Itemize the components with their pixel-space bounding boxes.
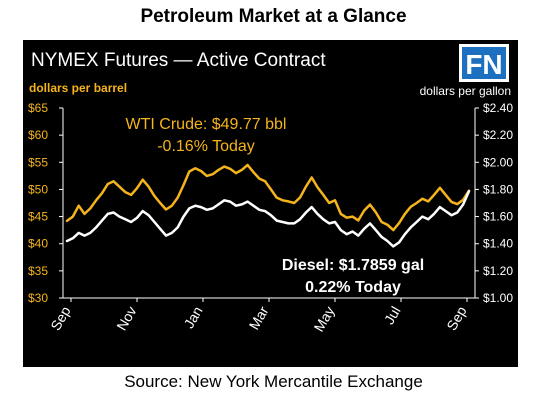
left-tick-label: $50: [28, 182, 48, 196]
left-axis-unit-label: dollars per barrel: [29, 81, 127, 95]
diesel-annotation-line2: 0.22% Today: [305, 279, 401, 296]
right-tick-label: $2.00: [483, 155, 513, 169]
right-tick-label: $1.60: [483, 210, 513, 224]
page-title: Petroleum Market at a Glance: [140, 6, 407, 27]
chart-panel: NYMEX Futures — Active Contract FN dolla…: [23, 40, 518, 367]
right-tick-label: $1.80: [483, 182, 513, 196]
right-tick-label: $2.20: [483, 128, 513, 142]
left-tick-label: $35: [28, 264, 48, 278]
diesel-series-line: [65, 190, 471, 248]
right-axis-unit-label: dollars per gallon: [420, 84, 511, 98]
left-tick-label: $30: [28, 291, 48, 305]
x-tick-label: Jul: [381, 304, 404, 328]
right-axis-ticks: $1.00 $1.20 $1.40 $1.60 $1.80 $2.00 $2.20 $2.40: [475, 101, 513, 305]
wti-crude-series-line: [65, 163, 471, 232]
left-tick-label: $55: [28, 155, 48, 169]
chart-background: [23, 40, 518, 367]
left-tick-label: $45: [28, 210, 48, 224]
right-tick-label: $1.00: [483, 291, 513, 305]
chart-title: NYMEX Futures — Active Contract: [31, 50, 326, 71]
diesel-annotation-line1: Diesel: $1.7859 gal: [282, 257, 424, 274]
left-tick-label: $40: [28, 237, 48, 251]
left-tick-label: $65: [28, 101, 48, 115]
fn-logo-text: FN: [465, 49, 502, 80]
left-tick-label: $60: [28, 128, 48, 142]
crude-annotation-line2: -0.16% Today: [157, 138, 255, 155]
fn-logo: FN: [459, 44, 509, 82]
crude-annotation-line1: WTI Crude: $49.77 bbl: [126, 116, 287, 133]
right-tick-label: $2.40: [483, 101, 513, 115]
series-lines: [65, 163, 471, 248]
right-tick-label: $1.40: [483, 237, 513, 251]
right-tick-label: $1.20: [483, 264, 513, 278]
source-note: Source: New York Mercantile Exchange: [124, 372, 423, 391]
left-axis-ticks: $30 $35 $40 $45 $50 $55 $60 $65: [28, 101, 63, 305]
